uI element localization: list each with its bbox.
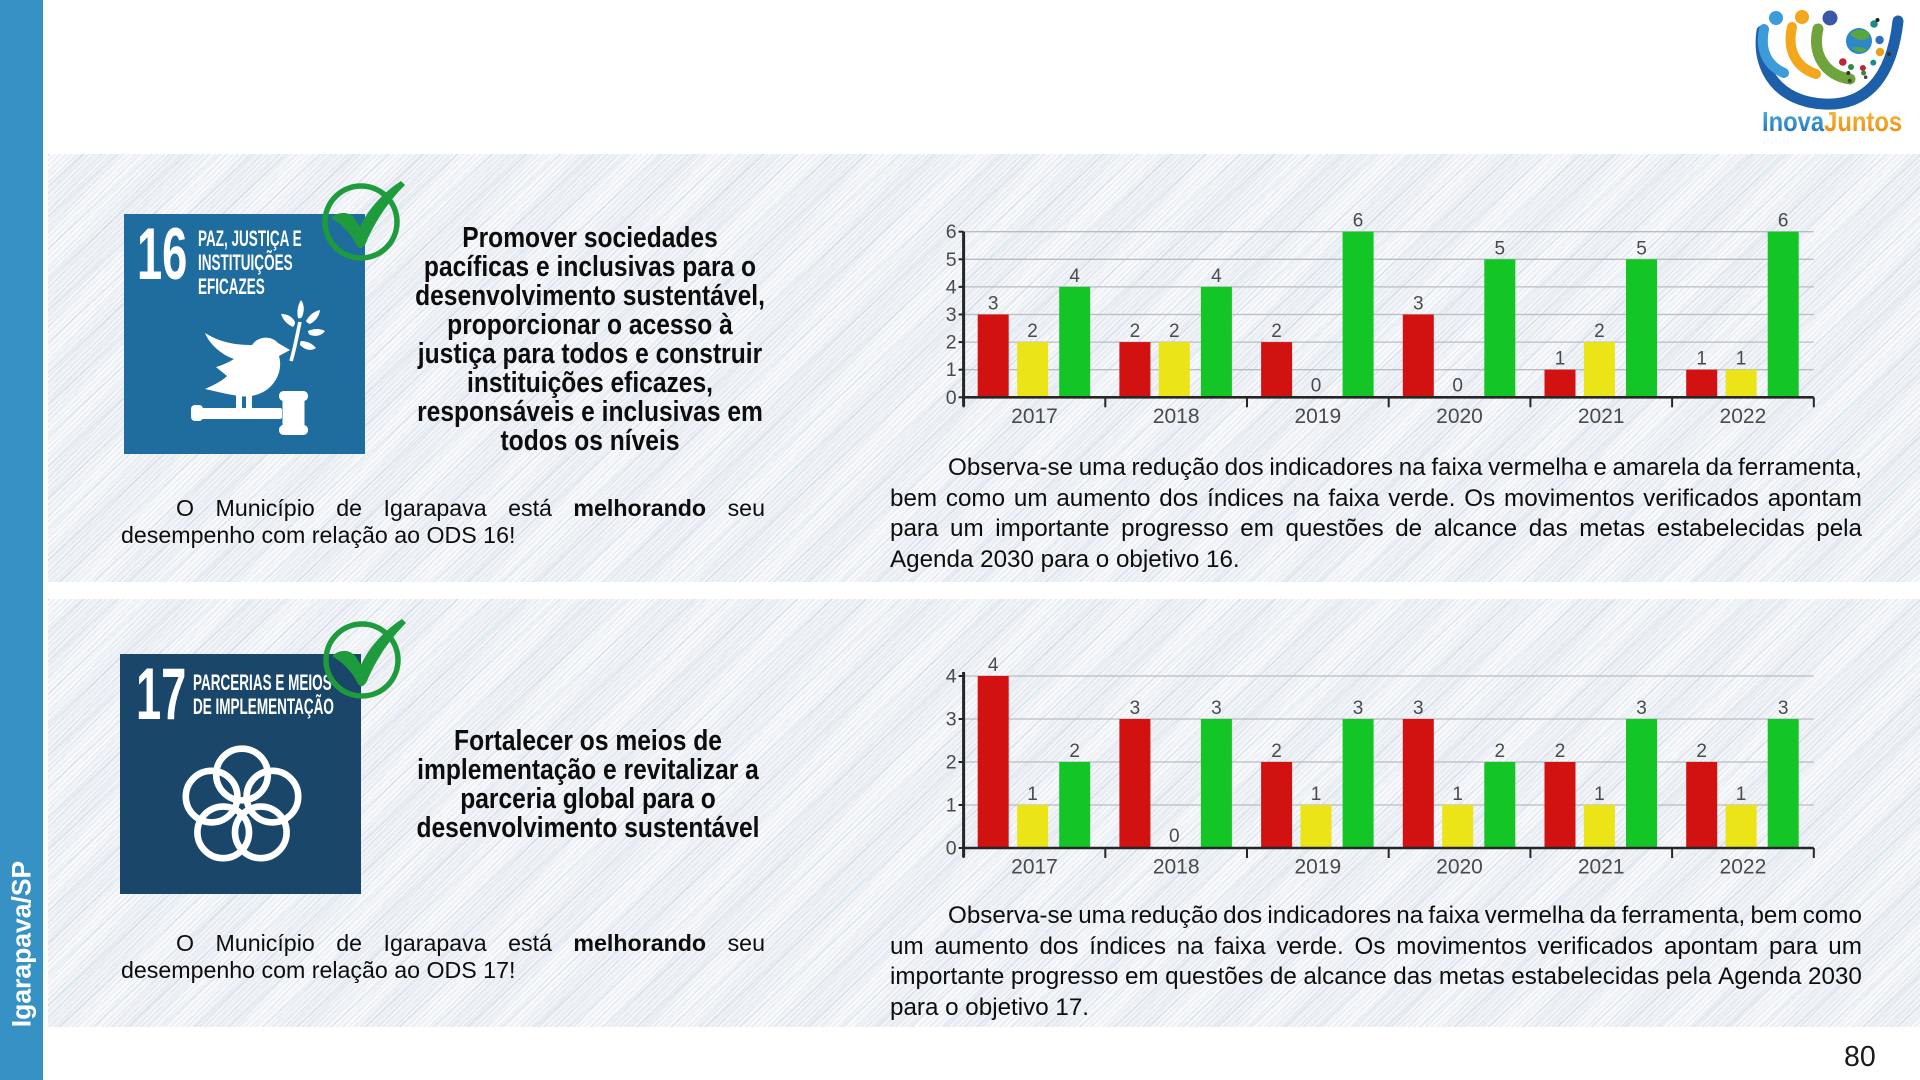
svg-text:3: 3	[1636, 698, 1647, 719]
svg-text:4: 4	[1211, 266, 1222, 287]
svg-text:2: 2	[1169, 321, 1180, 342]
svg-text:2017: 2017	[1011, 405, 1058, 428]
svg-text:4: 4	[988, 655, 999, 676]
svg-text:1: 1	[1736, 784, 1747, 805]
svg-text:1: 1	[1027, 784, 1038, 805]
svg-text:1: 1	[1594, 784, 1605, 805]
svg-text:2: 2	[1027, 321, 1038, 342]
svg-text:2: 2	[1696, 741, 1707, 762]
svg-text:4: 4	[946, 666, 957, 688]
svg-text:2020: 2020	[1436, 405, 1483, 428]
svg-text:6: 6	[946, 221, 957, 243]
svg-text:1: 1	[1311, 784, 1322, 805]
svg-text:2018: 2018	[1153, 856, 1200, 879]
svg-text:2: 2	[1555, 741, 1566, 762]
svg-text:2021: 2021	[1578, 405, 1625, 428]
svg-text:2019: 2019	[1294, 405, 1341, 428]
svg-text:2019: 2019	[1294, 856, 1341, 879]
svg-text:0: 0	[1452, 375, 1463, 396]
svg-text:1: 1	[1696, 349, 1707, 370]
svg-text:0: 0	[946, 387, 957, 409]
svg-text:3: 3	[946, 304, 957, 326]
svg-text:1: 1	[1736, 349, 1747, 370]
svg-text:2017: 2017	[1011, 856, 1058, 879]
svg-text:2: 2	[1271, 741, 1282, 762]
svg-text:4: 4	[1069, 266, 1080, 287]
svg-text:2022: 2022	[1720, 856, 1767, 879]
svg-text:2: 2	[1069, 741, 1080, 762]
svg-text:2: 2	[1495, 741, 1506, 762]
svg-text:3: 3	[1130, 698, 1141, 719]
svg-text:0: 0	[946, 838, 957, 860]
svg-text:5: 5	[946, 249, 957, 271]
svg-text:3: 3	[988, 294, 999, 315]
svg-text:2022: 2022	[1720, 405, 1767, 428]
svg-text:3: 3	[1778, 698, 1789, 719]
svg-text:3: 3	[946, 709, 957, 731]
svg-text:2: 2	[1271, 321, 1282, 342]
svg-text:4: 4	[946, 276, 957, 298]
svg-text:InovaJuntos: InovaJuntos	[1762, 105, 1902, 137]
svg-text:2: 2	[946, 332, 957, 354]
svg-text:1: 1	[946, 359, 957, 381]
svg-text:2: 2	[946, 752, 957, 774]
svg-text:1: 1	[1452, 784, 1463, 805]
svg-text:3: 3	[1413, 698, 1424, 719]
svg-text:1: 1	[946, 795, 957, 817]
svg-text:0: 0	[1311, 375, 1322, 396]
svg-text:2018: 2018	[1153, 405, 1200, 428]
svg-text:5: 5	[1636, 238, 1647, 259]
svg-text:2020: 2020	[1436, 856, 1483, 879]
svg-text:2: 2	[1594, 321, 1605, 342]
svg-text:3: 3	[1211, 698, 1222, 719]
svg-text:1: 1	[1555, 349, 1566, 370]
svg-text:0: 0	[1169, 826, 1180, 847]
svg-text:2: 2	[1130, 321, 1141, 342]
svg-text:3: 3	[1353, 698, 1364, 719]
svg-text:6: 6	[1353, 211, 1364, 232]
svg-text:2021: 2021	[1578, 856, 1625, 879]
svg-text:5: 5	[1495, 238, 1506, 259]
svg-text:3: 3	[1413, 294, 1424, 315]
svg-text:6: 6	[1778, 211, 1789, 232]
